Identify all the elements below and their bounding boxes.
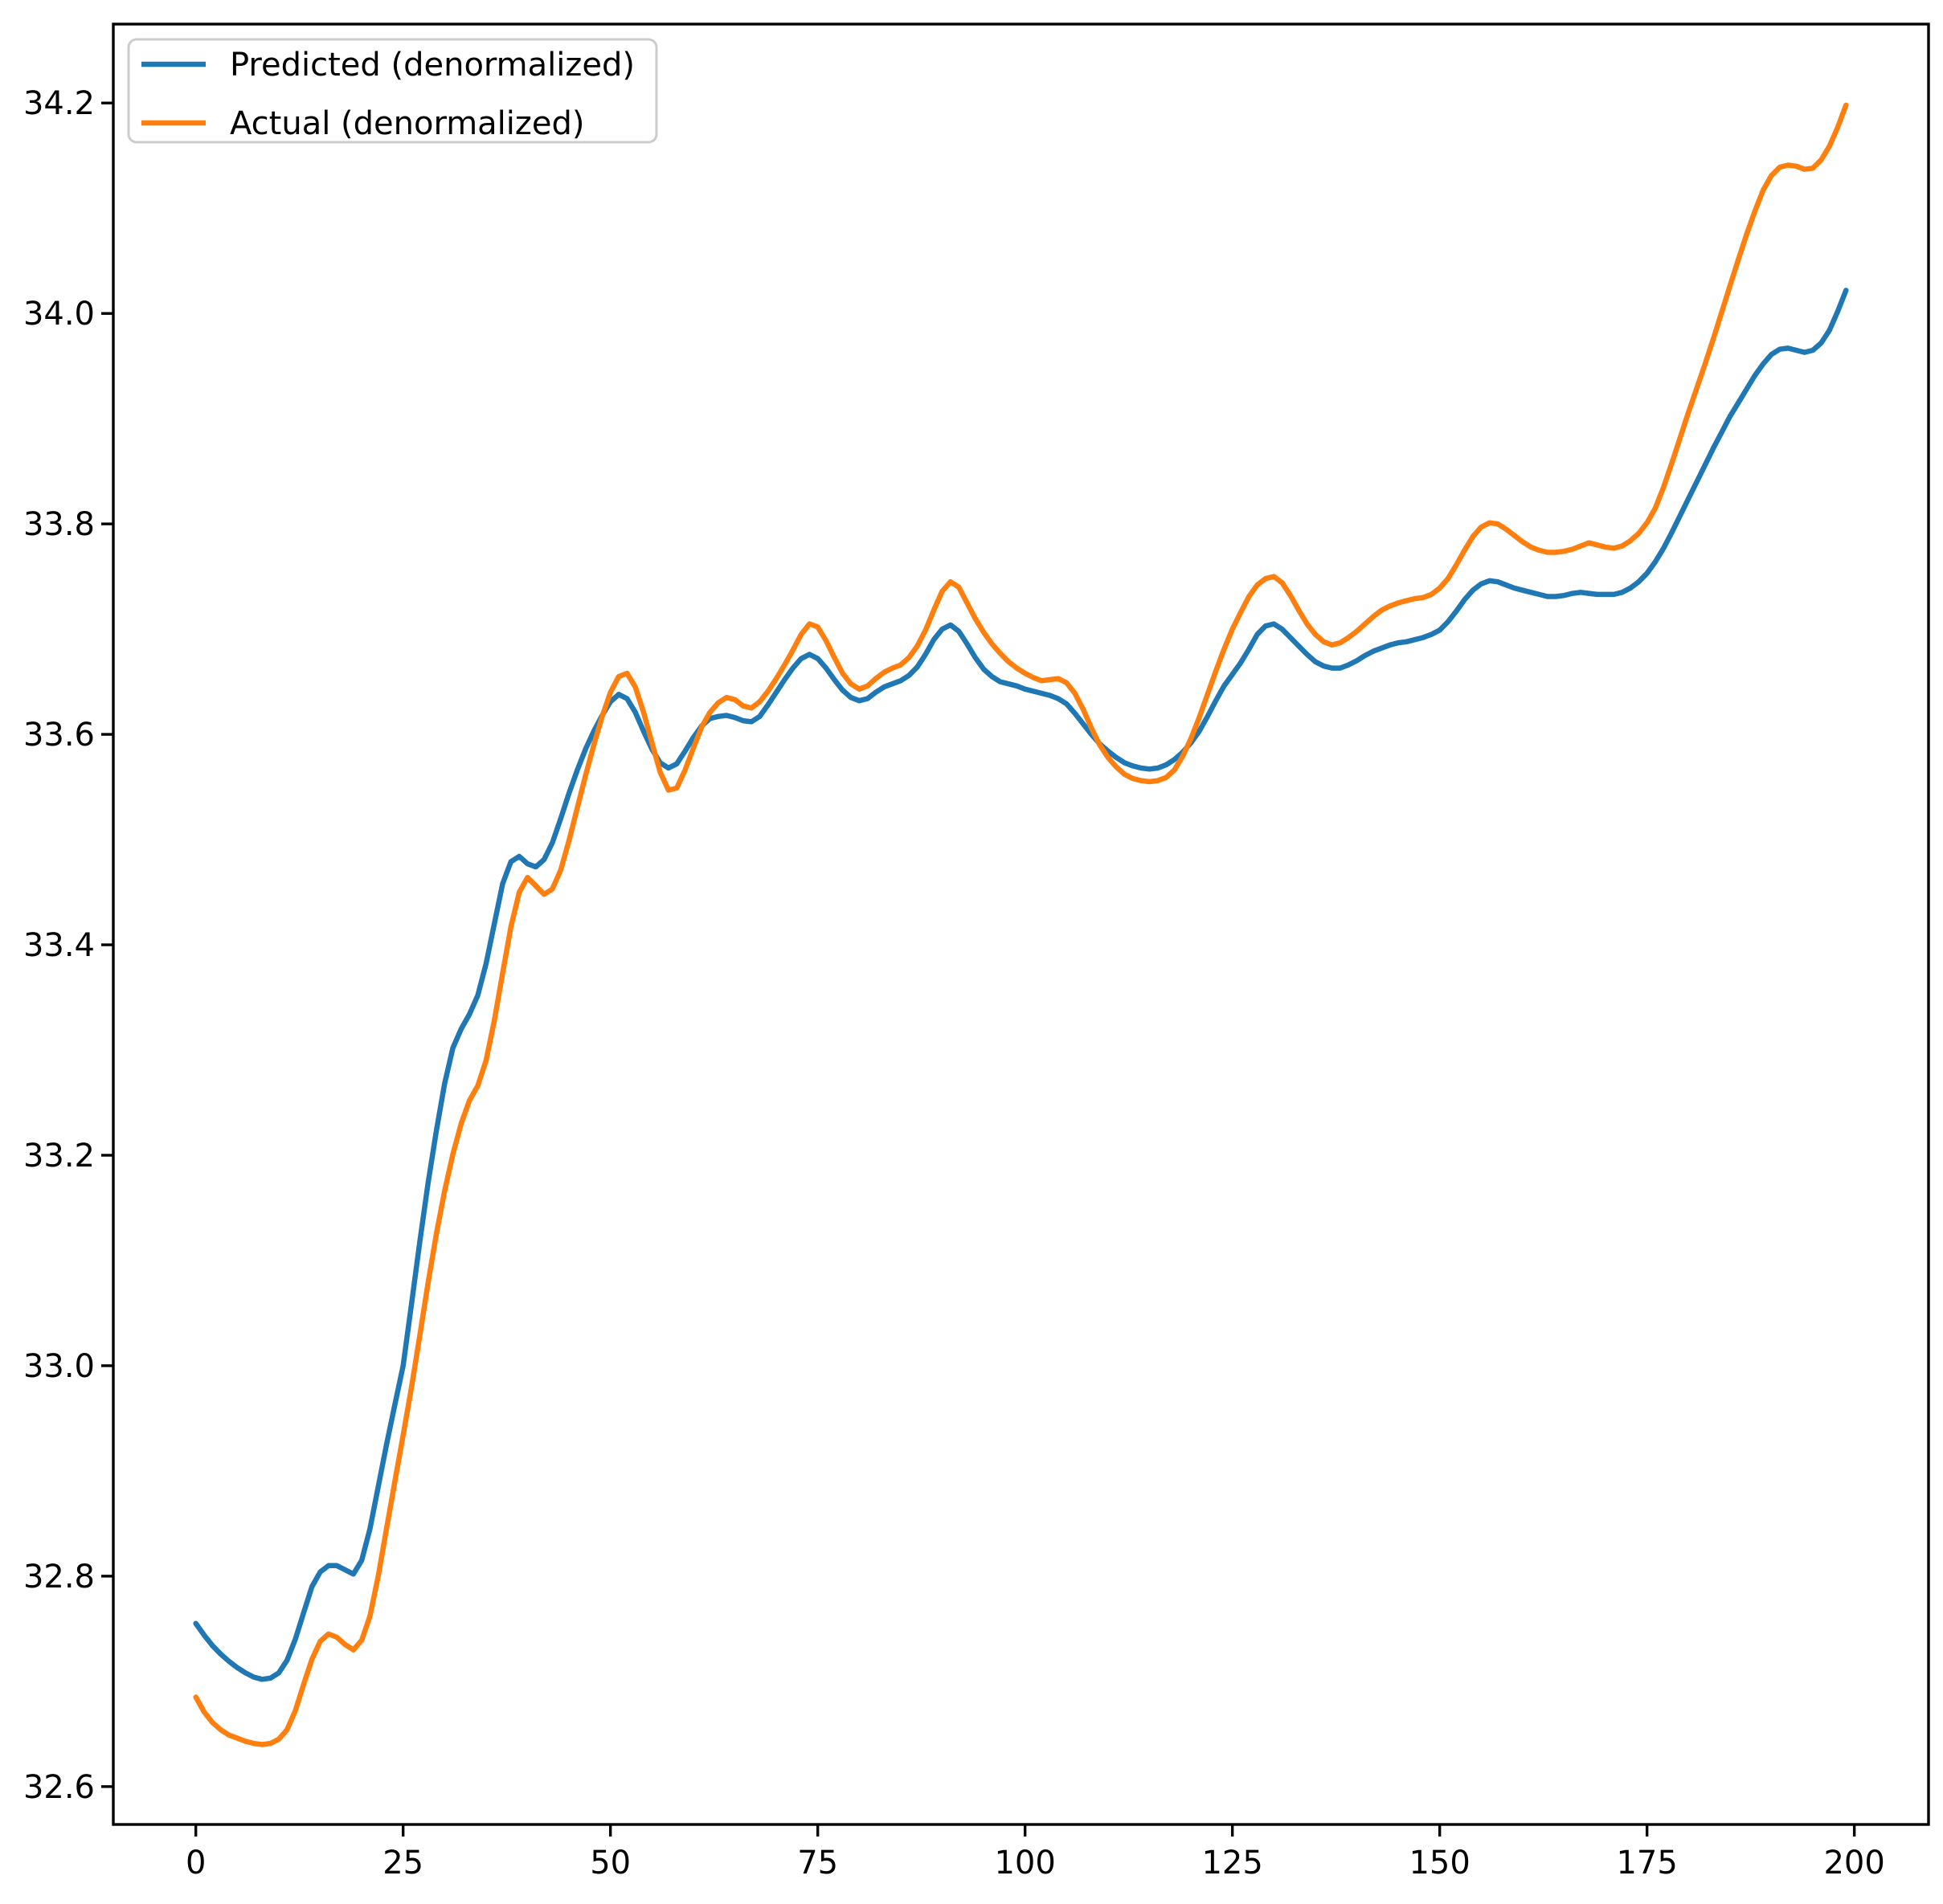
plot-area-frame bbox=[112, 22, 1930, 1826]
y-tick-label: 33.8 bbox=[23, 506, 95, 543]
y-tick-label: 33.6 bbox=[23, 717, 95, 754]
y-tick-label: 34.2 bbox=[23, 85, 95, 122]
x-axis-ticks: 0 25 50 75 100 125 150 175 200 bbox=[186, 1824, 1885, 1882]
x-tick-label: 75 bbox=[797, 1845, 838, 1882]
series-lines bbox=[193, 102, 1849, 1747]
y-tick-label: 32.8 bbox=[23, 1559, 95, 1596]
legend-label-predicted: Predicted (denormalized) bbox=[230, 47, 635, 84]
series-line-actual bbox=[193, 102, 1849, 1747]
x-tick-label: 50 bbox=[590, 1845, 631, 1882]
x-tick-label: 175 bbox=[1616, 1845, 1677, 1882]
y-axis-ticks: 32.6 32.8 33.0 33.2 33.4 33.6 33.8 34.0 34.2 bbox=[23, 85, 113, 1806]
series-line-predicted bbox=[193, 288, 1849, 1682]
y-tick-label: 34.0 bbox=[23, 296, 95, 333]
legend-label-actual: Actual (denormalized) bbox=[230, 105, 585, 142]
x-tick-label: 100 bbox=[994, 1845, 1055, 1882]
legend: Predicted (denormalized) Actual (denorma… bbox=[127, 38, 658, 144]
x-tick-label: 200 bbox=[1823, 1845, 1884, 1882]
x-tick-label: 125 bbox=[1201, 1845, 1262, 1882]
y-tick-label: 33.2 bbox=[23, 1138, 95, 1175]
legend-box bbox=[127, 38, 658, 144]
x-tick-label: 150 bbox=[1409, 1845, 1470, 1882]
x-tick-label: 0 bbox=[186, 1845, 206, 1882]
x-tick-label: 25 bbox=[382, 1845, 423, 1882]
y-tick-label: 33.0 bbox=[23, 1348, 95, 1385]
y-tick-label: 33.4 bbox=[23, 927, 95, 964]
y-tick-label: 32.6 bbox=[23, 1769, 95, 1806]
